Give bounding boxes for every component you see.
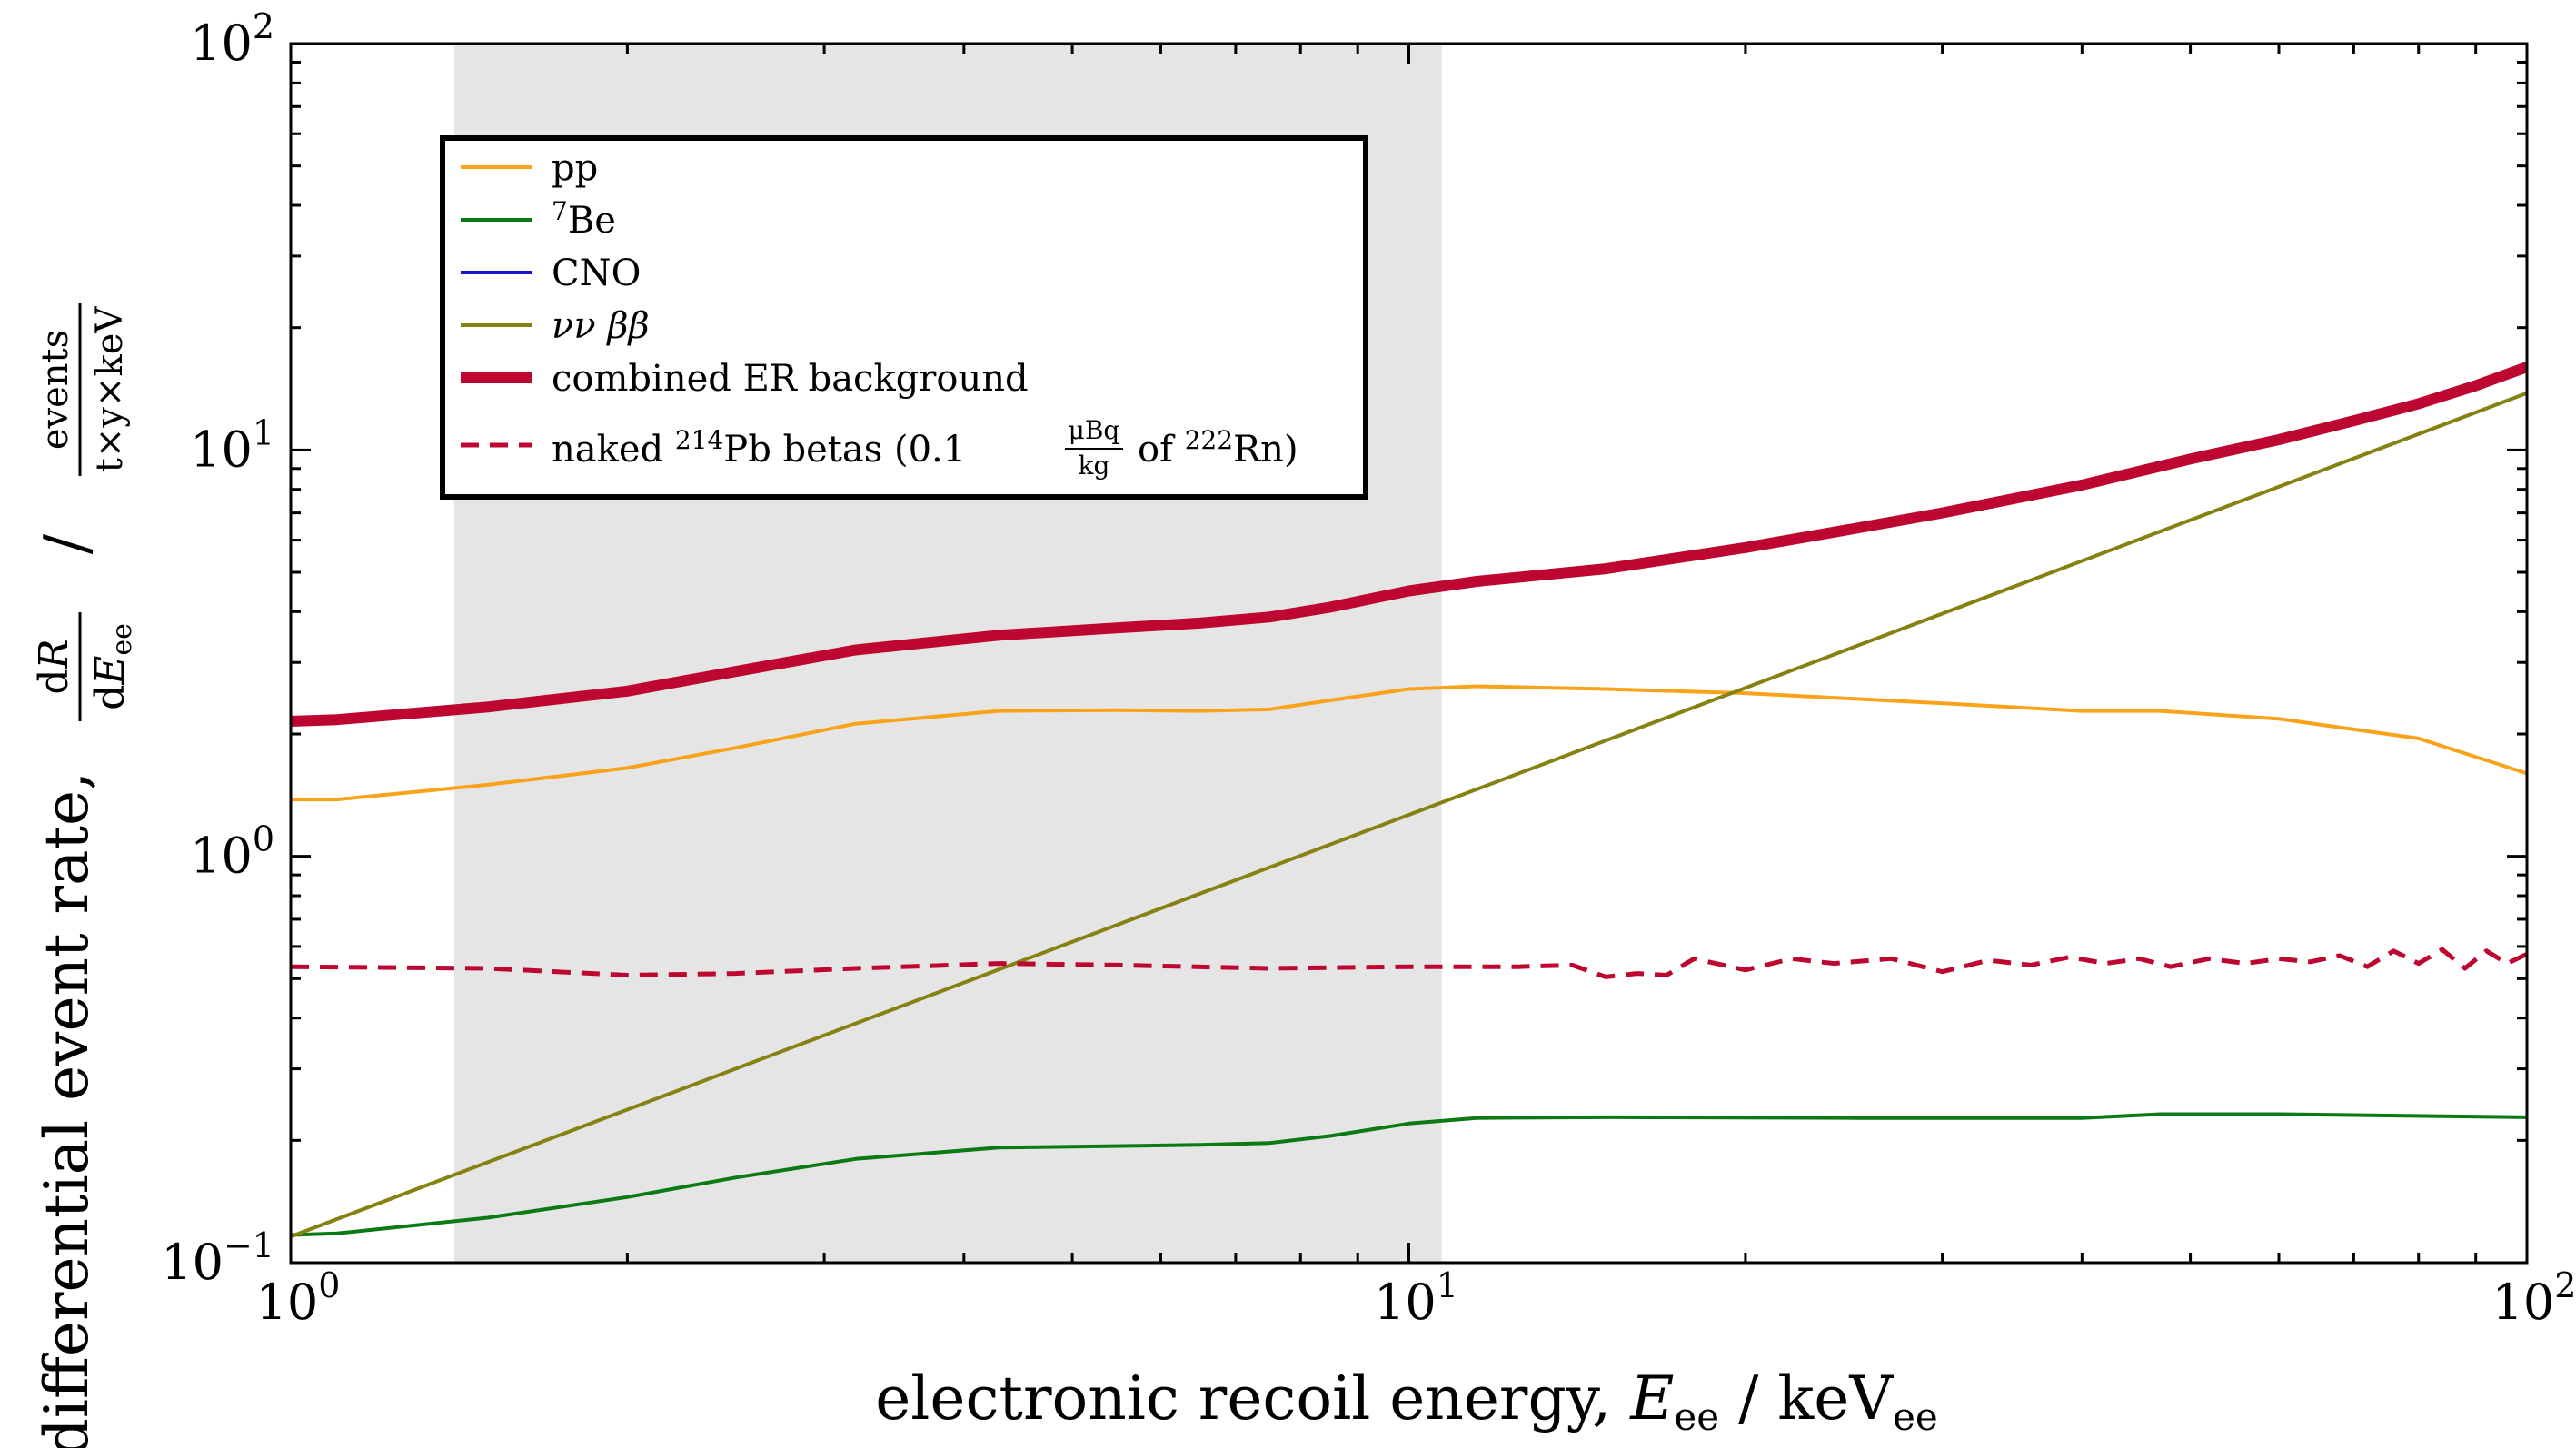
legend: pp 7Be CNO νν ββ combined ER background …: [440, 135, 1368, 500]
x-tick-label: 102: [2492, 1265, 2576, 1331]
legend-box: [440, 135, 1368, 500]
legend-label-pb214: naked 214Pb betas (0.1 μBq kg of 222Rn): [552, 415, 1298, 481]
svg-text:/: /: [32, 533, 102, 554]
y-tick-label: 102: [190, 6, 274, 72]
legend-label-nunubb: νν ββ: [552, 305, 650, 347]
series-line-7be: [290, 1112, 2528, 1237]
y-label-unit-numerator: events: [35, 330, 76, 450]
svg-text:kg: kg: [1079, 451, 1110, 481]
y-label-unit-denominator: t×y×keV: [89, 306, 131, 473]
y-axis-label: differential event rate, dR dEee / event…: [31, 303, 138, 1448]
y-tick-label: 101: [190, 412, 274, 478]
series-line-pp: [291, 684, 2528, 802]
y-label-numerator: dR: [31, 639, 77, 694]
x-axis-label: electronic recoil energy, Eee / keVee: [875, 1364, 1938, 1439]
legend-label-pp: pp: [552, 147, 598, 189]
legend-label-be7: 7Be: [552, 196, 616, 242]
series-line-naked-214pb-betas-0-1-bq-kg-of-222rn: [290, 947, 2529, 979]
legend-handles: [461, 165, 532, 448]
series-layer: [290, 362, 2530, 1239]
x-tick-label: 101: [1374, 1265, 1458, 1331]
y-tick-label: 10−1: [161, 1225, 274, 1291]
x-tick-label: 100: [256, 1265, 341, 1331]
svg-text:electronic recoil energy, Eee: electronic recoil energy, Eee / keVee: [875, 1364, 1938, 1439]
ticks-layer: [289, 42, 2529, 1265]
legend-label-cno: CNO: [552, 253, 641, 294]
svg-text:differential event rate,: differential event rate,: [32, 771, 102, 1448]
svg-text:μBq: μBq: [1069, 415, 1120, 445]
series-line-combined-er-background: [290, 362, 2530, 727]
y-tick-label: 100: [190, 819, 274, 885]
svg-text:naked 214Pb betas (0.1: naked 214Pb betas (0.1: [552, 425, 966, 471]
series-line-: [290, 391, 2528, 1239]
legend-label-combined: combined ER background: [552, 358, 1029, 400]
